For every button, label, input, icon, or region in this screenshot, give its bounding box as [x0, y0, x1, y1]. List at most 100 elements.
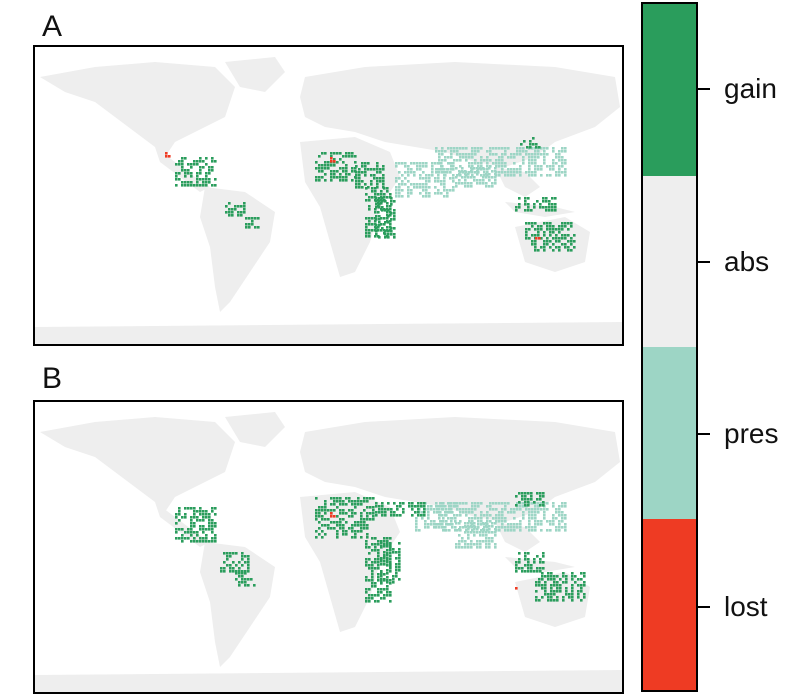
cell-gain [351, 503, 354, 506]
cell-pres [488, 528, 491, 531]
cell-pres [446, 192, 449, 195]
cell-gain [524, 570, 527, 573]
cell-gain [374, 208, 377, 211]
cell-gain [417, 505, 420, 508]
cell-gain [390, 200, 393, 203]
cell-pres [495, 517, 498, 520]
cell-pres [464, 531, 467, 534]
cell-gain [552, 237, 555, 240]
cell-gain [358, 174, 361, 177]
cell-pres [519, 505, 522, 508]
cell-gain [567, 249, 570, 252]
cell-pres [501, 153, 504, 156]
cell-gain [363, 500, 366, 503]
world-map-a [35, 57, 622, 344]
legend-tick-gain [698, 88, 710, 90]
cell-pres [485, 543, 488, 546]
cell-pres [498, 147, 501, 150]
cell-pres [546, 147, 549, 150]
cell-gain [315, 512, 318, 515]
cell-gain [527, 203, 530, 206]
cell-pres [540, 165, 543, 168]
cell-gain [345, 512, 348, 515]
cell-pres [464, 522, 467, 525]
cell-pres [404, 165, 407, 168]
cell-gain [345, 530, 348, 533]
cell-pres [477, 526, 480, 529]
cell-gain [417, 508, 420, 511]
cell-pres [519, 147, 522, 150]
greenland [225, 57, 285, 92]
cell-gain [214, 537, 217, 540]
cell-pres [504, 162, 507, 165]
cell-pres [501, 511, 504, 514]
cell-pres [537, 168, 540, 171]
cell-gain [564, 243, 567, 246]
cell-gain [399, 514, 402, 517]
cell-gain [354, 533, 357, 536]
cell-pres [522, 150, 525, 153]
cell-gain [244, 561, 247, 564]
cell-pres [543, 514, 546, 517]
cell-gain [381, 502, 384, 505]
cell-pres [458, 534, 461, 537]
cell-gain [530, 492, 533, 495]
cell-gain [534, 222, 537, 225]
cell-gain [389, 558, 392, 561]
cell-gain [360, 515, 363, 518]
cell-gain [247, 558, 250, 561]
eurasia [300, 62, 620, 167]
cell-gain [196, 175, 199, 178]
cell-pres [452, 186, 455, 189]
cell-pres [440, 162, 443, 165]
cell-pres [473, 179, 476, 182]
cell-pres [395, 165, 398, 168]
cell-gain [360, 503, 363, 506]
cell-gain [354, 167, 357, 170]
cell-gain [196, 178, 199, 181]
cell-pres [422, 177, 425, 180]
cell-pres [561, 147, 564, 150]
cell-pres [440, 183, 443, 186]
cell-gain [389, 193, 392, 196]
cell-pres [482, 179, 485, 182]
cell-pres [474, 159, 477, 162]
cell-gain [257, 217, 260, 220]
cell-gain [371, 187, 374, 190]
cell-pres [480, 162, 483, 165]
cell-pres [416, 186, 419, 189]
cell-gain [389, 214, 392, 217]
cell-gain [371, 196, 374, 199]
cell-pres [537, 156, 540, 159]
cell-pres [415, 529, 418, 532]
cell-gain [371, 570, 374, 573]
cell-pres [431, 171, 434, 174]
cell-pres [404, 171, 407, 174]
cell-gain [354, 506, 357, 509]
cell-pres [470, 176, 473, 179]
cell-gain [571, 572, 574, 575]
cell-pres [442, 505, 445, 508]
cell-gain [181, 169, 184, 172]
cell-gain [551, 197, 554, 200]
cell-gain [208, 540, 211, 543]
cell-gain [184, 172, 187, 175]
north-america [40, 62, 235, 157]
cell-pres [482, 540, 485, 543]
cell-pres [458, 522, 461, 525]
cell-gain [369, 518, 372, 521]
cell-gain [214, 522, 217, 525]
cell-gain [376, 168, 379, 171]
cell-pres [468, 165, 471, 168]
cell-pres [419, 186, 422, 189]
cell-pres [446, 189, 449, 192]
cell-pres [445, 520, 448, 523]
cell-gain [562, 596, 565, 599]
cell-pres [507, 511, 510, 514]
cell-gain [518, 206, 521, 209]
cell-gain [360, 530, 363, 533]
cell-gain [244, 570, 247, 573]
cell-gain [543, 243, 546, 246]
cell-gain [226, 564, 229, 567]
cell-gain [524, 501, 527, 504]
